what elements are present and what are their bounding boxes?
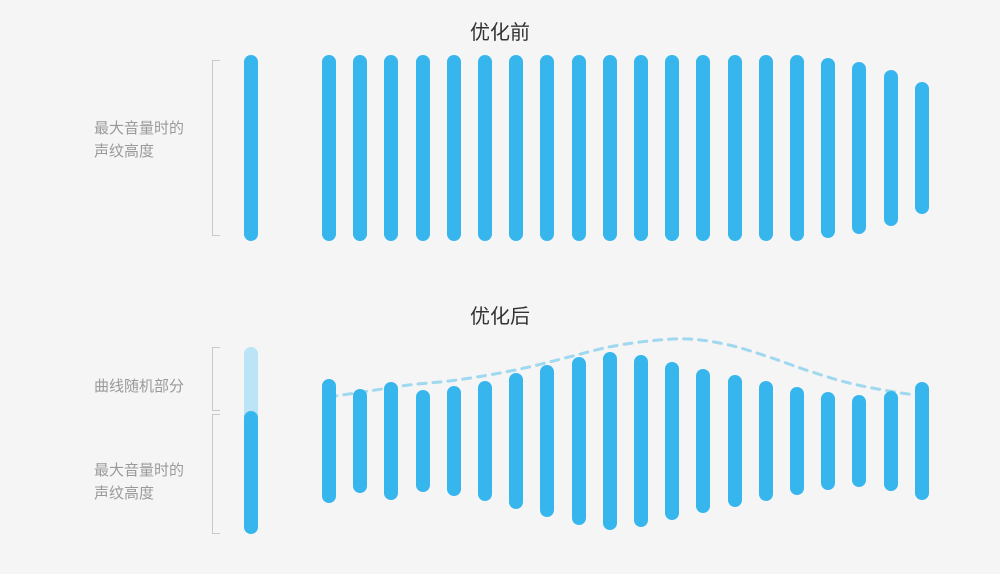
waveform-bar: [728, 375, 742, 507]
after-bars-area: [322, 347, 922, 534]
waveform-bar: [728, 55, 742, 241]
waveform-bar: [884, 391, 898, 491]
before-side-label: 最大音量时的声纹高度: [94, 118, 184, 163]
after-title: 优化后: [0, 300, 1000, 329]
waveform-bar: [384, 382, 398, 500]
before-bracket: [212, 60, 220, 236]
waveform-bar: [696, 369, 710, 513]
after-bracket-lower: [212, 414, 220, 534]
waveform-bar: [447, 386, 461, 496]
waveform-bar: [821, 392, 835, 490]
after-side-label-curve: 曲线随机部分: [94, 376, 184, 399]
before-reference-bar: [244, 55, 258, 241]
waveform-bar: [603, 55, 617, 241]
waveform-bar: [634, 55, 648, 241]
waveform-bar: [384, 55, 398, 241]
waveform-bar: [790, 55, 804, 241]
waveform-bar: [572, 357, 586, 525]
waveform-bar: [759, 381, 773, 501]
waveform-bar: [572, 55, 586, 241]
waveform-bar: [416, 390, 430, 492]
waveform-bar: [915, 82, 929, 214]
waveform-bar: [665, 362, 679, 520]
waveform-bar: [665, 55, 679, 241]
waveform-bar: [509, 55, 523, 241]
waveform-bar: [478, 381, 492, 501]
waveform-bar: [322, 379, 336, 503]
waveform-bar: [852, 62, 866, 234]
waveform-bar: [353, 55, 367, 241]
after-reference-bar: [244, 347, 258, 534]
waveform-bar: [322, 55, 336, 241]
waveform-bar: [634, 355, 648, 527]
waveform-bar: [821, 58, 835, 238]
waveform-bar: [540, 365, 554, 517]
waveform-bar: [915, 382, 929, 500]
waveform-bar: [540, 55, 554, 241]
waveform-bar: [603, 352, 617, 530]
waveform-bar: [353, 389, 367, 493]
before-title: 优化前: [0, 16, 1000, 45]
waveform-bar: [447, 55, 461, 241]
waveform-bar: [416, 55, 430, 241]
waveform-bar: [852, 395, 866, 487]
after-side-label-max: 最大音量时的声纹高度: [94, 460, 184, 505]
waveform-bar: [790, 387, 804, 495]
after-bracket-upper: [212, 347, 220, 411]
waveform-bar: [478, 55, 492, 241]
waveform-bar: [759, 55, 773, 241]
waveform-bar: [696, 55, 710, 241]
before-bars-area: [322, 55, 922, 241]
waveform-bar: [884, 70, 898, 226]
waveform-bar: [509, 373, 523, 509]
